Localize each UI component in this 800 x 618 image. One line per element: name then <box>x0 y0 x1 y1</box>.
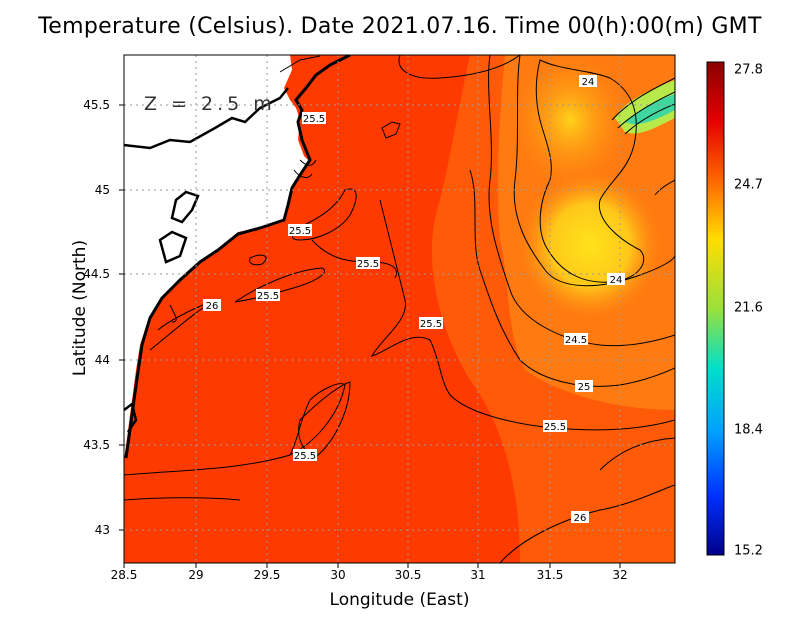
x-tick-label: 29.5 <box>253 568 281 582</box>
colorbar-tick-label: 15.2 <box>734 543 763 559</box>
x-tick-label: 30.5 <box>394 568 422 582</box>
x-axis-title: Longitude (East) <box>329 590 470 610</box>
svg-text:25.5: 25.5 <box>544 422 566 433</box>
x-tick-label: 29 <box>188 568 204 582</box>
contour-line <box>513 55 675 287</box>
x-tick-label: 31.5 <box>536 568 564 582</box>
contour-line <box>624 103 675 135</box>
cool-core-south <box>518 170 662 320</box>
contour-label: 24 <box>607 273 625 286</box>
contour-line <box>535 59 645 283</box>
lagoon-outline <box>158 230 188 264</box>
lake-outline <box>170 190 200 224</box>
y-tick-label: 44 <box>94 353 110 367</box>
x-tick-label: 28.5 <box>110 568 138 582</box>
contour-label: 25.5 <box>419 317 443 330</box>
contour-island <box>381 121 401 139</box>
land-border <box>124 87 289 150</box>
contour-label: 25.5 <box>543 420 567 433</box>
tick-marks <box>119 104 621 568</box>
cool-core-north <box>510 55 630 190</box>
contour-line <box>599 437 675 471</box>
svg-text:25.5: 25.5 <box>357 259 379 270</box>
contour-line <box>617 91 675 129</box>
svg-text:25.5: 25.5 <box>257 291 279 302</box>
contour-labels: 24 25.5 25.5 25.5 24 25.5 26 25.5 24.5 2… <box>203 75 625 524</box>
contour-line <box>611 77 675 121</box>
x-tick-label: 31 <box>470 568 486 582</box>
coastline <box>124 55 351 459</box>
contour-line <box>249 254 267 266</box>
contour-line <box>398 55 521 79</box>
upwelling-plume-core <box>625 94 675 125</box>
land-mass <box>124 55 310 460</box>
colorbar-tick-label: 18.4 <box>734 422 763 438</box>
contour-label: 25.5 <box>302 112 326 125</box>
colorbar <box>706 61 725 556</box>
contour-label: 26 <box>571 511 589 524</box>
svg-text:25: 25 <box>578 382 591 393</box>
y-axis-title: Latitude (North) <box>70 239 90 377</box>
contour-label: 25.5 <box>293 449 317 462</box>
x-tick-label: 30 <box>330 568 346 582</box>
contour-line <box>469 169 675 387</box>
contour-line <box>654 179 675 196</box>
contour-line <box>124 497 241 501</box>
contour-line <box>499 484 675 563</box>
contour-line <box>279 55 321 73</box>
colorbar-tick-label: 24.7 <box>734 177 763 193</box>
y-tick-label: 44.5 <box>83 267 110 281</box>
svg-text:25.5: 25.5 <box>303 114 325 125</box>
svg-text:26: 26 <box>574 513 587 524</box>
map-title: Temperature (Celsius). Date 2021.07.16. … <box>38 14 762 39</box>
x-tick-label: 32 <box>612 568 628 582</box>
svg-text:26: 26 <box>206 301 219 312</box>
y-tick-label: 43.5 <box>83 438 110 452</box>
map-field <box>124 55 675 563</box>
svg-text:24: 24 <box>610 275 623 286</box>
grid-lines <box>124 55 675 563</box>
contour-label: 25.5 <box>256 289 280 302</box>
svg-text:24: 24 <box>582 77 595 88</box>
depth-label: Z = 2.5 m <box>144 93 276 115</box>
y-tick-label: 43 <box>94 523 110 537</box>
contour-label: 24 <box>579 75 597 88</box>
colorbar-tick-label: 21.6 <box>734 300 763 316</box>
colorbar-tick-label: 27.8 <box>734 62 763 78</box>
svg-text:25.5: 25.5 <box>294 451 316 462</box>
contour-line <box>292 188 357 241</box>
svg-text:24.5: 24.5 <box>565 335 587 346</box>
plot-frame <box>123 54 676 564</box>
contour-line <box>169 304 177 323</box>
y-tick-label: 45.5 <box>83 98 110 112</box>
contour-label: 25.5 <box>356 257 380 270</box>
contour-line <box>299 159 317 166</box>
svg-text:25.5: 25.5 <box>289 226 311 237</box>
contour-label: 26 <box>203 299 221 312</box>
contour-label: 25 <box>575 380 593 393</box>
contour-label: 25.5 <box>288 224 312 237</box>
svg-text:25.5: 25.5 <box>420 319 442 330</box>
contour-line <box>293 169 313 178</box>
y-tick-label: 45 <box>94 183 110 197</box>
contour-line <box>298 381 351 456</box>
contour-line <box>488 55 675 347</box>
contour-label: 24.5 <box>564 333 588 346</box>
